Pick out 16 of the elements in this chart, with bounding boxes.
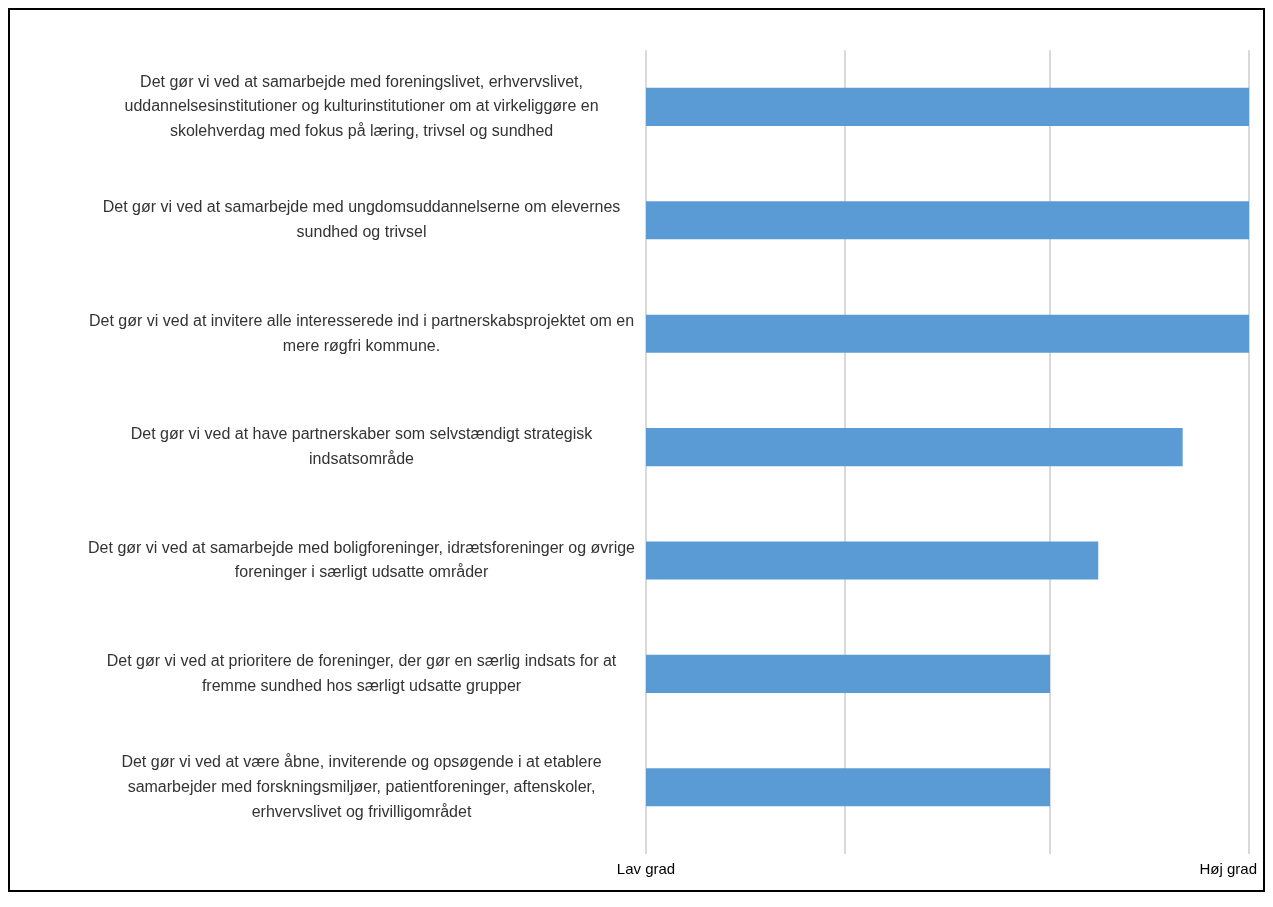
- bar: [646, 428, 1183, 467]
- bar: [646, 768, 1051, 807]
- text: Høj grad: [1199, 859, 1258, 877]
- bar: [646, 654, 1051, 693]
- y-tick-label: Det gør vi ved at prioritere de foreninger, der gør en særlig indsats for at fremme sundhed hos særligt udsatte grupper: [106, 651, 617, 694]
- y-tick-label: Det gør vi ved at samarbejde med foreningslivet, erhvervslivet, uddannelsesinstitutioner og kulturinstitutioner om at virkeliggøre en skolehverdag med fokus på læring, trivsel og sundhed: [124, 72, 599, 140]
- y-tick-label: Det gør vi ved at være åbne, inviterende og opsøgende i at etablere samarbejder med forskningsmiljøer, patientforeninger, aftenskoler, erhvervslivet og frivilligområdet: [121, 752, 602, 820]
- text: Lav grad: [616, 859, 676, 877]
- bar: [646, 201, 1249, 240]
- y-tick-label: Det gør vi ved at samarbejde med boligforeninger, idrætsforeninger og øvrige foreninger i særligt udsatte områder: [88, 538, 636, 581]
- bar: [646, 314, 1249, 353]
- y-tick-label: Det gør vi ved at have partnerskaber som selvstændigt strategisk indsatsområde: [130, 425, 594, 467]
- bar: [646, 541, 1099, 580]
- bar: [646, 87, 1249, 126]
- y-tick-label: Det gør vi ved at samarbejde med ungdomsuddannelserne om elevernes sundhed og trivsel: [102, 198, 621, 241]
- y-tick-label: Det gør vi ved at invitere alle interesserede ind i partnerskabsprojektet om en mere røgfri kommune.: [88, 311, 635, 354]
